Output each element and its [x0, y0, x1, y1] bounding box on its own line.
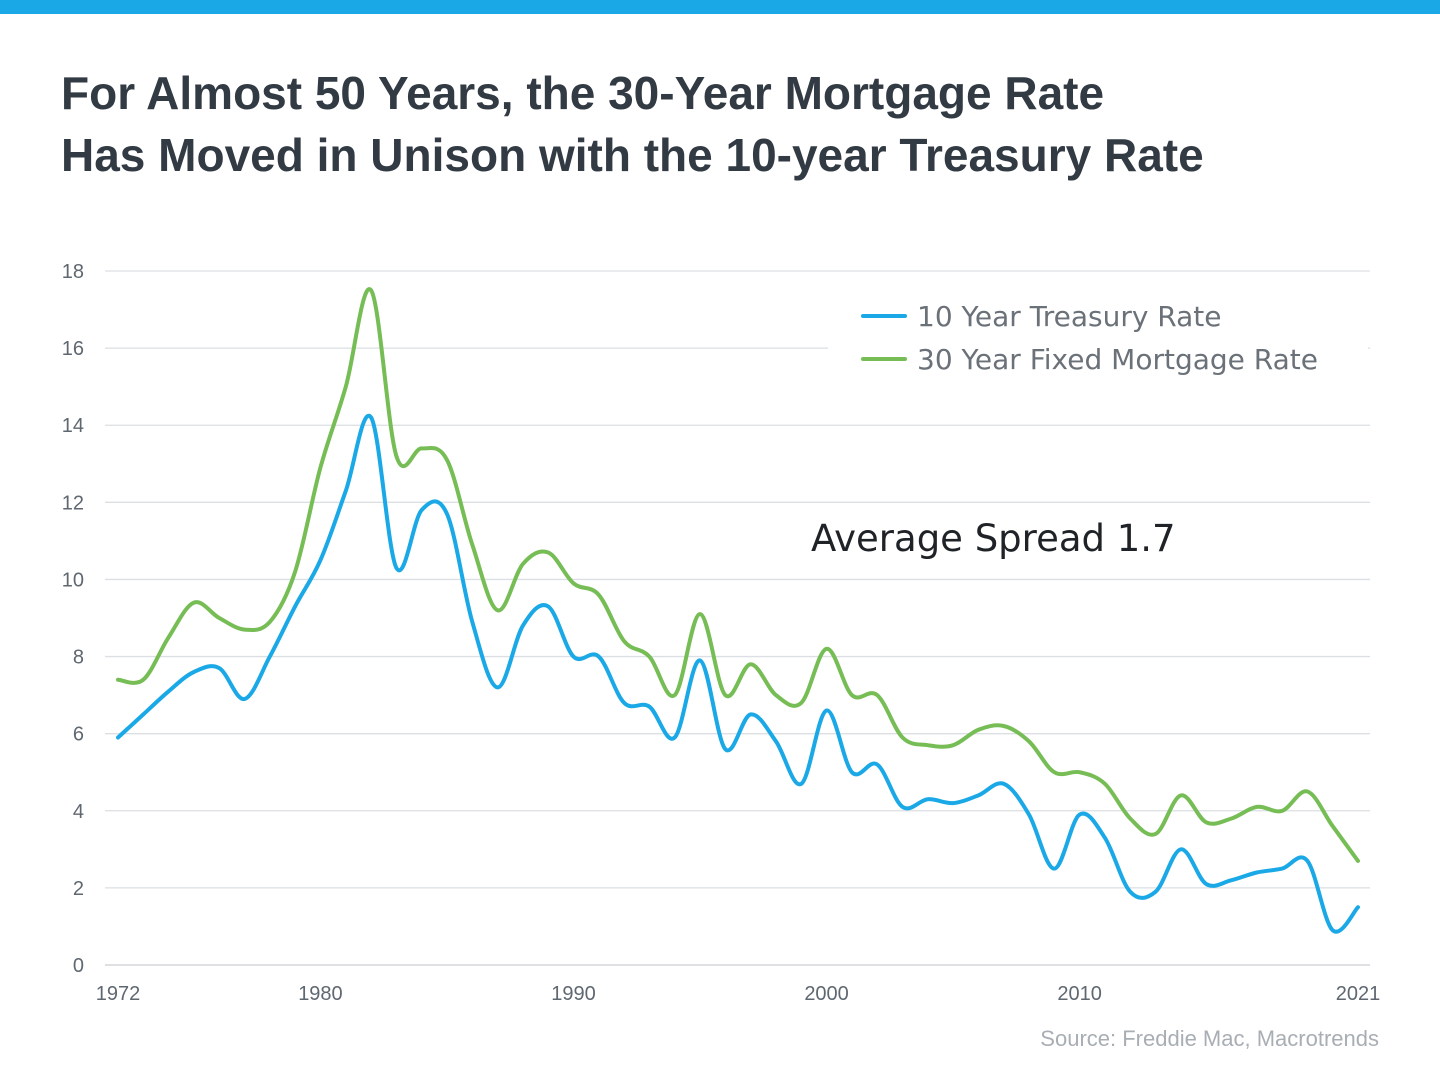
y-tick-label: 0 [73, 955, 84, 977]
chart-title: For Almost 50 Years, the 30-Year Mortgag… [61, 62, 1401, 186]
x-tick-label: 2000 [804, 983, 849, 1005]
x-tick-label: 1990 [551, 983, 596, 1005]
legend-label-treasury: 10 Year Treasury Rate [917, 300, 1222, 333]
y-tick-label: 4 [73, 801, 84, 823]
top-accent-bar [0, 0, 1440, 14]
y-tick-label: 12 [62, 492, 84, 514]
chart-title-line-2: Has Moved in Unison with the 10-year Tre… [61, 129, 1204, 181]
legend: 10 Year Treasury Rate 30 Year Fixed Mortg… [828, 287, 1368, 387]
y-tick-label: 10 [62, 569, 84, 591]
source-note: Source: Freddie Mac, Macrotrends [1040, 1026, 1379, 1051]
y-tick-label: 18 [62, 261, 84, 283]
y-tick-label: 14 [62, 415, 84, 437]
x-tick-label: 2021 [1336, 983, 1381, 1005]
y-tick-label: 8 [73, 647, 84, 669]
x-tick-label: 2010 [1057, 983, 1102, 1005]
y-tick-label: 2 [73, 878, 84, 900]
chart-title-line-1: For Almost 50 Years, the 30-Year Mortgag… [61, 67, 1105, 119]
series-lines [116, 287, 1360, 934]
treasury-rate-line [116, 413, 1360, 934]
y-axis-tick-labels: 0 2 4 6 8 10 12 14 16 18 [62, 261, 84, 977]
legend-label-mortgage: 30 Year Fixed Mortgage Rate [917, 343, 1318, 376]
x-tick-label: 1972 [96, 983, 141, 1005]
y-tick-label: 16 [62, 338, 84, 360]
legend-background [828, 287, 1368, 387]
mortgage-rate-line [116, 287, 1360, 863]
average-spread-annotation: Average Spread 1.7 [811, 517, 1176, 560]
x-axis-tick-labels: 1972 1980 1990 2000 2010 2021 [96, 983, 1381, 1005]
x-tick-label: 1980 [298, 983, 343, 1005]
y-tick-label: 6 [73, 724, 84, 746]
